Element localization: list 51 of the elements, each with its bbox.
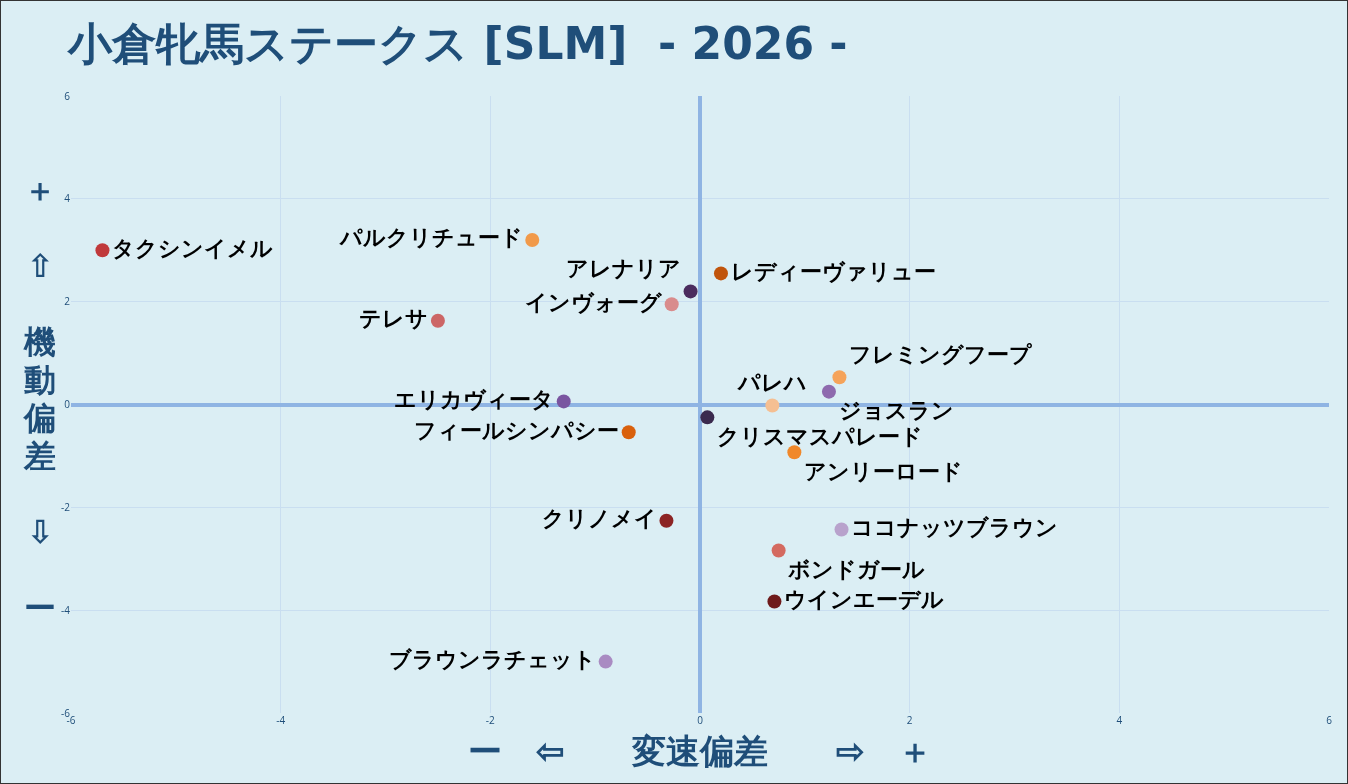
series-label: レディーヴァリュー [730, 258, 936, 284]
series-label: テレサ [359, 306, 429, 332]
point [525, 232, 540, 247]
chart-title: 小倉牝馬ステークス [SLM] - 2026 - [66, 18, 848, 70]
series-label: ブラウンラチェット [388, 647, 596, 673]
series-label: ウインエーデル [784, 586, 945, 612]
point [832, 370, 847, 385]
y-tick-label: -2 [61, 499, 71, 514]
y-tick-label: 6 [64, 88, 71, 103]
point [659, 513, 674, 528]
x-tick-label: -4 [276, 713, 286, 727]
y-axis-title: ＋ ⇧ 機動偏差 ⇩ ー [24, 171, 56, 627]
series-label: エリカヴィータ [393, 386, 554, 412]
point [834, 522, 849, 537]
x-tick-label: 4 [1116, 713, 1123, 727]
series-label: クリスマスパレード [717, 423, 924, 449]
point [713, 266, 728, 281]
series-label: クリノメイ [541, 506, 657, 532]
point [430, 313, 445, 328]
y-tick-label: -4 [61, 602, 71, 617]
point [621, 425, 636, 440]
x-axis-title: ー ⇦ 変速偏差 ⇨ ＋ [468, 727, 932, 773]
series-label: パレハ [736, 370, 807, 396]
point [821, 384, 836, 399]
x-tick-label: 6 [1326, 713, 1333, 727]
series-label: パルクリチュード [338, 225, 523, 251]
series-label: アレナリア [565, 256, 681, 282]
point [664, 297, 679, 312]
point [767, 594, 782, 609]
point [556, 394, 571, 409]
series-label: ココナッツブラウン [851, 514, 1059, 540]
point [787, 445, 802, 460]
series-label: ボンドガール [787, 556, 926, 582]
series-label: フィールシンパシー [413, 417, 619, 443]
point [700, 410, 715, 425]
x-tick-label: 0 [697, 713, 704, 727]
x-tick-label: 2 [906, 713, 913, 727]
series-label: インヴォーグ [524, 289, 662, 315]
y-tick-label: 0 [64, 397, 71, 411]
point [95, 243, 110, 258]
point [765, 398, 780, 413]
point [771, 543, 786, 558]
y-tick-label: 4 [64, 191, 71, 206]
point [598, 654, 613, 669]
y-tick-label: 2 [64, 294, 71, 309]
series-label: ジョスラン [838, 397, 954, 423]
x-tick-label: -2 [485, 713, 496, 727]
point [683, 284, 698, 299]
series-label: アンリーロード [804, 458, 964, 484]
series-label: フレミングフープ [849, 342, 1033, 367]
series-label: タクシンイメル [112, 235, 274, 261]
